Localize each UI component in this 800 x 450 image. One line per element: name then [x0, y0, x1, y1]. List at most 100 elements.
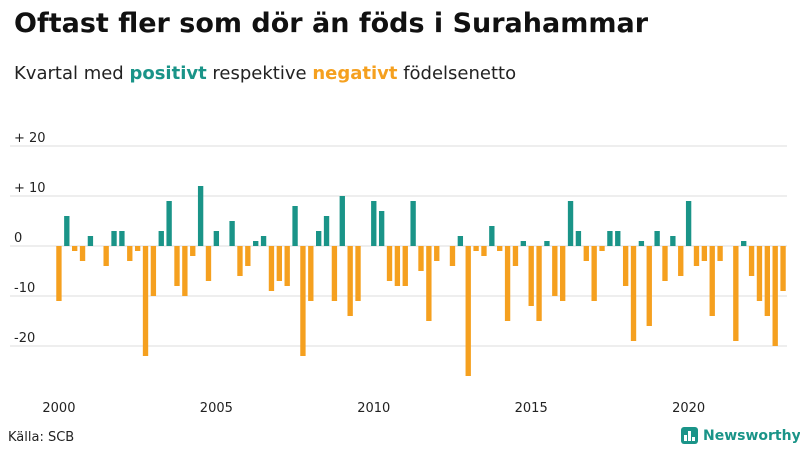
- bar: [489, 226, 495, 246]
- bar: [733, 246, 739, 341]
- bar: [504, 246, 511, 321]
- bar: [449, 246, 456, 266]
- bars: [56, 186, 786, 376]
- bar: [213, 231, 220, 246]
- bar: [331, 246, 338, 301]
- bar: [72, 246, 78, 251]
- chart-title: Oftast fler som dör än föds i Surahammar: [14, 8, 649, 39]
- bar: [622, 246, 629, 286]
- bar: [158, 231, 164, 246]
- bar: [748, 246, 755, 276]
- bar: [402, 246, 408, 286]
- bar: [520, 241, 526, 246]
- bar: [276, 246, 282, 281]
- brand-logo: Newsworthy: [681, 427, 800, 444]
- y-axis-labels: + 20 + 10 0 -10 -20: [14, 131, 46, 346]
- y-tick-label: + 20: [14, 131, 46, 146]
- subtitle-prefix: Kvartal med: [14, 63, 130, 84]
- brand-name: Newsworthy: [703, 427, 800, 444]
- bar: [386, 246, 393, 281]
- y-tick-label: + 10: [14, 181, 46, 196]
- subtitle-suffix: födelsenetto: [397, 63, 517, 84]
- bar: [599, 246, 605, 251]
- bar: [142, 246, 149, 356]
- bar: [615, 231, 621, 246]
- bar: [764, 246, 770, 316]
- y-tick-label: -20: [14, 331, 35, 346]
- bar: [205, 246, 212, 281]
- bar: [426, 246, 432, 321]
- bar: [678, 246, 684, 276]
- bar: [87, 236, 94, 246]
- x-tick-label: 2015: [515, 401, 548, 416]
- bar: [182, 246, 188, 296]
- bar: [316, 231, 322, 246]
- bar: [607, 231, 613, 246]
- bar: [497, 246, 503, 251]
- bar: [575, 231, 582, 246]
- bar: [630, 246, 637, 341]
- bar-chart-icon: [681, 427, 698, 444]
- subtitle-negative: negativt: [312, 63, 398, 84]
- bar: [473, 246, 479, 251]
- bar: [339, 196, 345, 246]
- bar: [56, 246, 62, 301]
- bar: [64, 216, 70, 246]
- bar: [111, 231, 117, 246]
- bar: [717, 246, 723, 261]
- bar: [355, 246, 361, 301]
- bar: [709, 246, 715, 316]
- bar: [780, 246, 786, 291]
- bar: [103, 246, 109, 266]
- y-tick-label: 0: [14, 231, 22, 246]
- bar: [685, 201, 692, 246]
- bar: [670, 236, 676, 246]
- bar: [268, 246, 275, 291]
- x-tick-label: 2020: [672, 401, 705, 416]
- bar: [591, 246, 597, 301]
- x-tick-label: 2000: [42, 401, 75, 416]
- bar: [260, 236, 267, 246]
- bar: [701, 246, 708, 261]
- bar: [560, 246, 566, 301]
- bar: [772, 246, 778, 346]
- bar: [662, 246, 668, 281]
- bar: [323, 216, 330, 246]
- bar: [347, 246, 353, 316]
- bar: [166, 201, 172, 246]
- bar: [465, 246, 471, 376]
- bar: [434, 246, 440, 261]
- x-tick-label: 2005: [200, 401, 233, 416]
- bar: [646, 246, 652, 326]
- bar: [457, 236, 464, 246]
- bar: [410, 201, 416, 246]
- subtitle-middle: respektive: [206, 63, 313, 84]
- bar: [119, 231, 125, 246]
- bar: [127, 246, 133, 261]
- x-tick-label: 2010: [357, 401, 390, 416]
- bar: [394, 246, 401, 286]
- bar: [174, 246, 180, 286]
- bar: [638, 241, 645, 246]
- bar: [371, 201, 377, 246]
- bar: [756, 246, 763, 301]
- bar: [245, 246, 251, 266]
- chart-subtitle: Kvartal med positivt respektive negativt…: [14, 63, 516, 84]
- bar: [552, 246, 558, 296]
- bar: [512, 246, 519, 266]
- bar: [418, 246, 424, 271]
- bar: [378, 211, 385, 246]
- bar: [583, 246, 589, 261]
- bar: [284, 246, 290, 286]
- y-tick-label: -10: [14, 281, 35, 296]
- bar: [654, 231, 660, 246]
- bar: [134, 246, 141, 251]
- bar: [150, 246, 157, 296]
- bar: [300, 246, 306, 356]
- bar: [528, 246, 534, 306]
- source-note: Källa: SCB: [8, 430, 75, 445]
- bar: [481, 246, 487, 256]
- bar: [190, 246, 196, 256]
- bar: [741, 241, 747, 246]
- bar: [229, 221, 235, 246]
